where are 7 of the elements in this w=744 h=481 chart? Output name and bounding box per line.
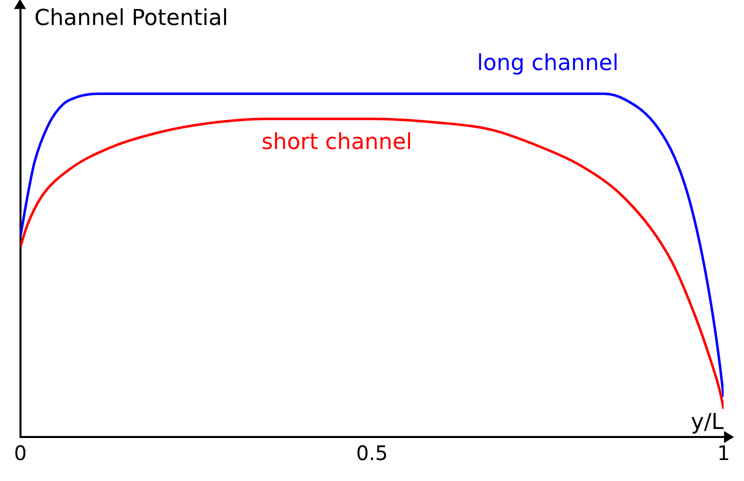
x-tick-label: 0.5 [356,441,388,466]
series-label: long channel [477,50,619,76]
y-axis-title: Channel Potential [34,6,228,31]
series-label: short channel [262,130,412,155]
x-tick-label: 1 [717,441,730,466]
x-axis-title: y/L [690,410,724,435]
x-tick-label: 0 [14,441,27,466]
